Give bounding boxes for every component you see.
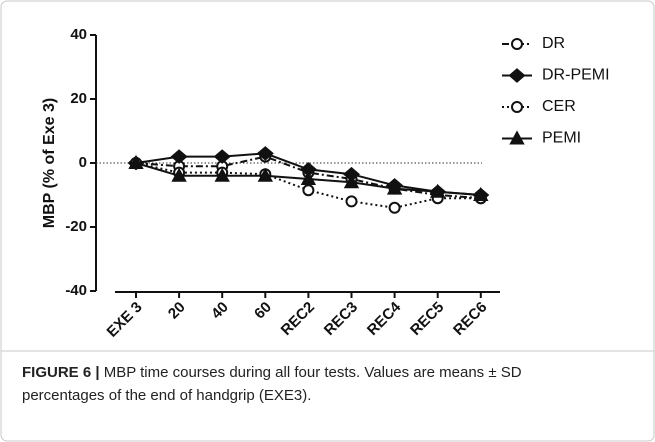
x-tick-label: REC3 (321, 299, 361, 339)
y-tick-label: 40 (70, 26, 87, 43)
caption: FIGURE 6 | MBP time courses during all f… (22, 364, 522, 381)
x-tick-label: REC4 (364, 298, 405, 339)
legend-label: DR (542, 35, 565, 52)
marker (343, 174, 360, 189)
x-tick-label: EXE 3 (104, 299, 146, 341)
marker (256, 146, 274, 161)
marker (511, 38, 523, 50)
caption-line: MBP time courses during all four tests. … (104, 364, 522, 381)
marker (473, 186, 489, 201)
y-tick-label: 20 (70, 90, 87, 107)
caption-line: percentages of the end of handgrip (EXE3… (22, 387, 311, 404)
marker (171, 167, 187, 182)
x-tick-label: 60 (251, 299, 275, 323)
x-tick-label: REC2 (278, 299, 318, 339)
marker (214, 167, 230, 182)
series (128, 154, 489, 201)
caption-label: FIGURE 6 | (22, 364, 100, 381)
legend-label: DR-PEMI (542, 67, 610, 84)
marker (386, 180, 403, 195)
marker (128, 154, 144, 169)
legend-label: CER (542, 98, 576, 115)
marker (302, 184, 315, 197)
y-tick-label: 0 (79, 154, 87, 171)
x-tick-label: 40 (208, 299, 232, 323)
marker (388, 201, 401, 214)
y-tick-label: -20 (65, 218, 87, 235)
x-tick-label: REC6 (450, 299, 490, 339)
y-axis-label: MBP (% of Exe 3) (41, 98, 58, 228)
marker (170, 149, 188, 164)
marker (511, 101, 523, 113)
marker (430, 183, 446, 198)
marker (508, 68, 526, 83)
x-tick-label: REC5 (407, 299, 447, 339)
marker (345, 195, 358, 208)
y-tick-label: -40 (65, 282, 87, 299)
x-tick-label: 20 (165, 299, 189, 323)
legend-label: PEMI (542, 130, 581, 147)
marker (213, 149, 231, 164)
marker (300, 170, 317, 185)
marker (257, 167, 273, 182)
marker (509, 130, 525, 145)
